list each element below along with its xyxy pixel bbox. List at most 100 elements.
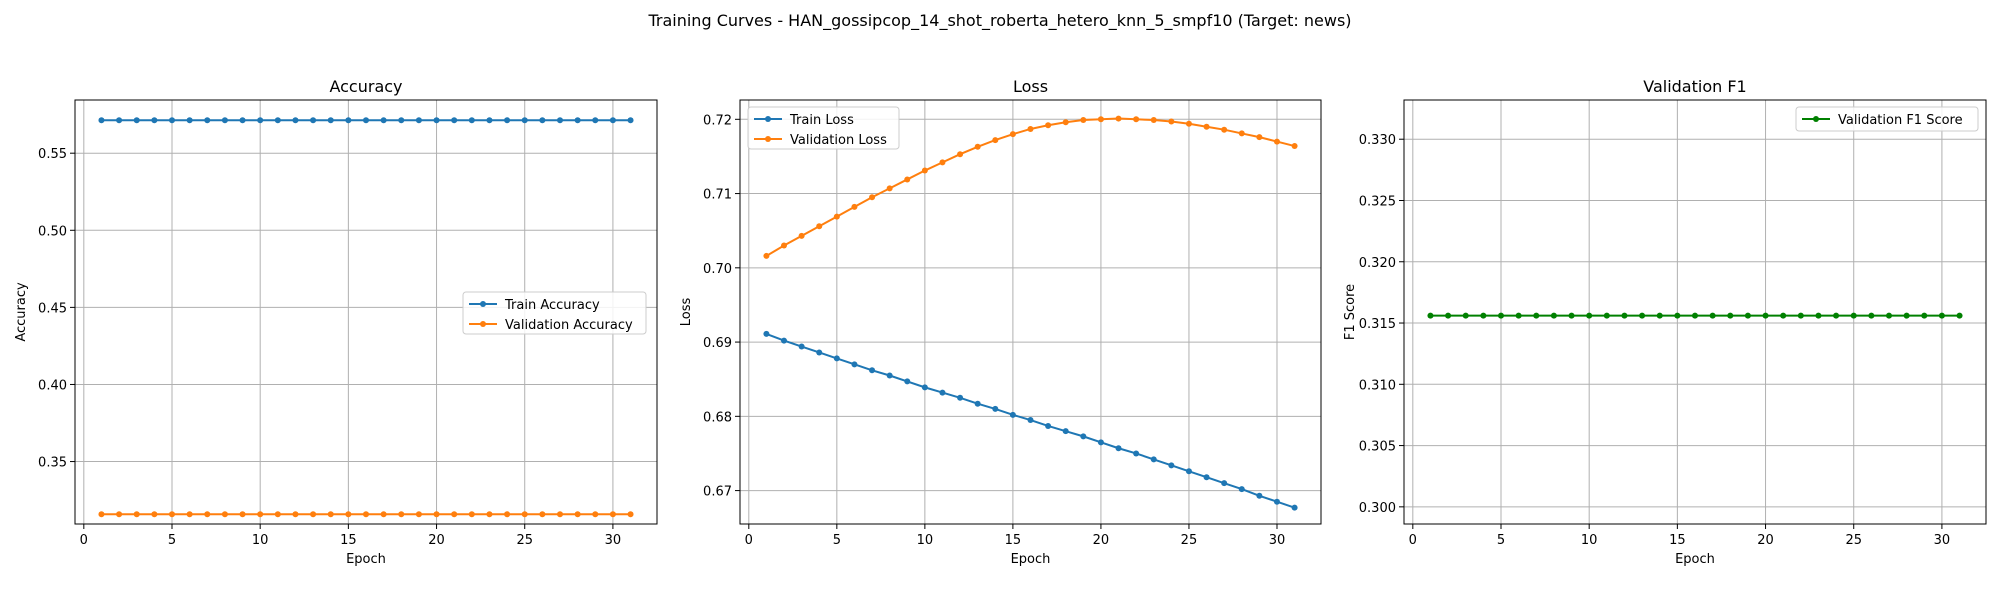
data-point (1480, 312, 1487, 319)
x-tick-label: 25 (516, 533, 533, 548)
data-point (1515, 312, 1522, 319)
data-point (1291, 504, 1298, 511)
data-point (1603, 312, 1610, 319)
data-point (186, 511, 193, 518)
data-point (169, 511, 175, 518)
data-point (1150, 456, 1157, 463)
data-point (886, 185, 893, 192)
x-tick-label: 0 (1409, 533, 1417, 548)
data-point (939, 159, 946, 166)
legend-box (462, 291, 647, 335)
data-point (781, 242, 788, 249)
data-point (833, 355, 840, 362)
data-point (1744, 312, 1751, 319)
data-point (451, 511, 458, 518)
data-point (98, 117, 105, 124)
data-point (1709, 312, 1716, 319)
data-point (974, 400, 981, 407)
data-point (1674, 312, 1681, 319)
data-point (539, 117, 546, 124)
data-point (151, 117, 158, 124)
data-point (1168, 462, 1175, 469)
y-tick-label: 0.330 (1359, 133, 1396, 148)
y-tick-label: 0.300 (1359, 501, 1396, 516)
data-point (1221, 126, 1228, 133)
y-tick-label: 0.71 (703, 188, 732, 203)
data-point (816, 349, 823, 356)
legend: Train Loss Validation Loss (747, 106, 900, 150)
data-point (921, 384, 928, 391)
data-point (1221, 480, 1228, 487)
y-tick-label: 0.70 (703, 262, 732, 277)
legend-box (1795, 106, 1979, 132)
x-tick-label: 15 (1005, 533, 1022, 548)
data-point (1062, 119, 1069, 126)
data-point (1656, 312, 1663, 319)
y-tick-label: 0.55 (38, 147, 67, 162)
y-tick-label: 0.50 (38, 224, 67, 239)
data-point (1256, 134, 1263, 141)
x-tick-label: 15 (1669, 533, 1686, 548)
data-point (327, 117, 334, 124)
chart-title: Validation F1 (1643, 77, 1746, 96)
y-tick-label: 0.68 (703, 410, 732, 425)
data-point (763, 330, 770, 337)
x-tick-label: 30 (605, 533, 622, 548)
x-tick-label: 10 (1581, 533, 1598, 548)
data-point (763, 252, 770, 259)
data-point (398, 511, 405, 518)
data-point (380, 117, 387, 124)
data-point (1256, 492, 1263, 499)
legend-swatch-marker (480, 301, 486, 307)
legend-label: Train Accuracy (504, 298, 600, 313)
data-point (1150, 117, 1157, 124)
chart-panel-2: 0 5 10 15 20 25 30 0.67 0.68 0.69 0.70 0.71 0.72 Loss… (679, 77, 1322, 567)
data-point (1133, 450, 1140, 457)
x-tick-label: 15 (340, 533, 357, 548)
data-point (363, 117, 369, 124)
figure-suptitle: Training Curves - HAN_gossipcop_14_shot_… (647, 11, 1351, 31)
y-axis-label: Accuracy (14, 282, 29, 342)
x-tick-label: 5 (833, 533, 841, 548)
x-axis-label: Epoch (346, 552, 386, 567)
data-point (1238, 130, 1245, 137)
data-point (1639, 312, 1646, 319)
data-point (451, 117, 458, 124)
data-point (521, 117, 528, 124)
data-point (869, 367, 876, 374)
y-tick-label: 0.72 (703, 113, 732, 128)
data-point (904, 378, 911, 385)
x-tick-label: 20 (1093, 533, 1110, 548)
data-point (274, 117, 281, 124)
data-point (1621, 312, 1628, 319)
data-point (186, 117, 193, 124)
data-point (869, 194, 876, 201)
data-point (1185, 468, 1192, 475)
data-point (1080, 433, 1087, 440)
legend: Validation F1 Score (1795, 106, 1979, 132)
data-point (557, 511, 563, 518)
data-point (415, 511, 422, 518)
data-point (221, 117, 228, 124)
chart-panel-3: 0 5 10 15 20 25 30 0.300 0.305 0.310 0.315 0.320 0.3… (1343, 77, 1987, 567)
x-tick-label: 5 (1497, 533, 1505, 548)
data-point (798, 232, 805, 239)
data-point (1427, 312, 1434, 319)
data-point (1780, 312, 1787, 319)
data-point (957, 151, 964, 158)
data-point (521, 511, 528, 518)
data-point (204, 511, 211, 518)
data-point (380, 511, 387, 518)
data-point (781, 337, 788, 344)
chart-panels: 0 5 10 15 20 25 30 0.35 0.40 0.45 0.50 0.55 Accuracy… (14, 77, 1987, 567)
data-point (557, 117, 563, 124)
x-tick-label: 10 (252, 533, 269, 548)
data-point (415, 117, 422, 124)
x-axis-label: Epoch (1011, 552, 1051, 567)
data-point (1886, 312, 1892, 319)
data-point (1097, 439, 1104, 446)
data-point (609, 117, 616, 124)
data-point (239, 117, 246, 124)
data-point (1956, 312, 1963, 319)
data-point (851, 361, 858, 368)
